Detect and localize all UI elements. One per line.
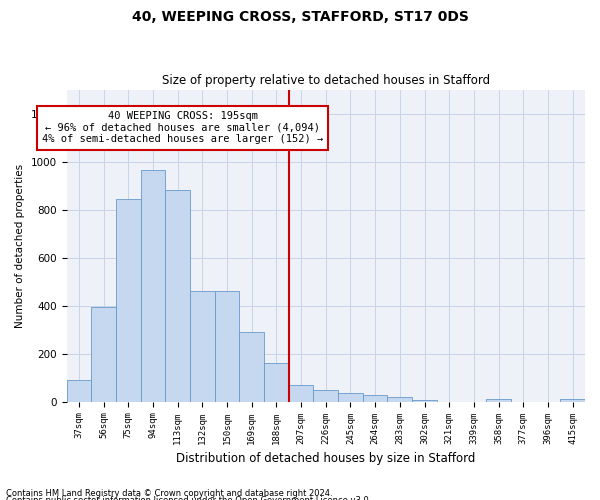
Text: 40, WEEPING CROSS, STAFFORD, ST17 0DS: 40, WEEPING CROSS, STAFFORD, ST17 0DS	[131, 10, 469, 24]
Bar	[338, 394, 363, 402]
Bar	[116, 199, 140, 402]
Bar	[215, 291, 239, 402]
Text: 40 WEEPING CROSS: 195sqm
← 96% of detached houses are smaller (4,094)
4% of semi: 40 WEEPING CROSS: 195sqm ← 96% of detach…	[42, 111, 323, 144]
Bar	[412, 400, 437, 402]
Bar	[239, 332, 264, 402]
Bar	[289, 385, 313, 402]
Bar	[486, 399, 511, 402]
Bar	[388, 398, 412, 402]
Bar	[264, 364, 289, 402]
Y-axis label: Number of detached properties: Number of detached properties	[15, 164, 25, 328]
Bar	[165, 190, 190, 402]
Bar	[560, 399, 585, 402]
Text: Contains HM Land Registry data © Crown copyright and database right 2024.: Contains HM Land Registry data © Crown c…	[6, 488, 332, 498]
Bar	[190, 291, 215, 402]
Bar	[140, 170, 165, 402]
X-axis label: Distribution of detached houses by size in Stafford: Distribution of detached houses by size …	[176, 452, 475, 465]
Text: Contains public sector information licensed under the Open Government Licence v3: Contains public sector information licen…	[6, 496, 371, 500]
Bar	[313, 390, 338, 402]
Bar	[67, 380, 91, 402]
Bar	[363, 395, 388, 402]
Bar	[91, 307, 116, 402]
Title: Size of property relative to detached houses in Stafford: Size of property relative to detached ho…	[162, 74, 490, 87]
